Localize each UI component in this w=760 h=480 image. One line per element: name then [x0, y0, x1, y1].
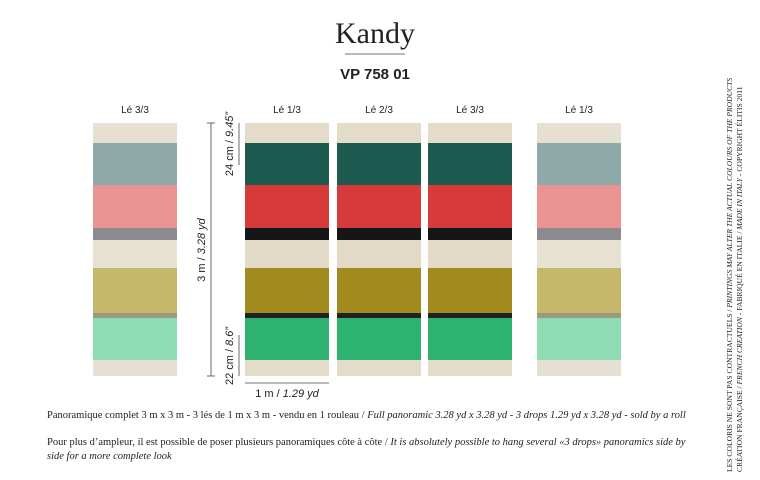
side-en: FRENCH CREATION: [735, 316, 744, 385]
stripe: [337, 240, 421, 268]
note-fr: Panoramique complet 3 m x 3 m - 3 lés de…: [47, 410, 367, 421]
stripe: [93, 360, 177, 376]
stripe: [337, 313, 421, 318]
stripe: [337, 268, 421, 313]
stripe: [245, 185, 329, 228]
metric: 22 cm /: [224, 346, 236, 385]
stripe: [537, 185, 621, 228]
panel-label: Lé 1/3: [565, 105, 593, 116]
side-text: LES COLORIS NE SONT PAS CONTRACTUELS / P…: [725, 78, 744, 472]
stripe: [93, 318, 177, 360]
stripe: [428, 268, 512, 313]
stripe: [537, 313, 621, 318]
stripe: [337, 123, 421, 143]
stripe: [428, 240, 512, 268]
stripe: [245, 360, 329, 376]
note-en: Full panoramic 3.28 yd x 3.28 yd - 3 dro…: [366, 410, 686, 421]
stripe: [537, 123, 621, 143]
side-en: MADE IN ITALY: [735, 177, 744, 230]
stripe: [537, 143, 621, 185]
panel-label: Lé 3/3: [456, 105, 484, 116]
stripe: [537, 228, 621, 240]
stripe: [245, 268, 329, 313]
imperial: 9.45”: [224, 111, 236, 137]
note-fr: Pour plus d’ampleur, il est possible de …: [47, 437, 390, 448]
side-en: PRINTINGS MAY ALTER THE ACTUAL COLOURS O…: [725, 78, 734, 309]
panel-label: Lé 2/3: [365, 105, 393, 116]
stripe: [337, 143, 421, 185]
stripe: [428, 318, 512, 360]
stripe: [245, 240, 329, 268]
stripe: [428, 185, 512, 228]
stripe: [245, 228, 329, 240]
metric: 1 m /: [255, 388, 283, 400]
stripe: [337, 228, 421, 240]
stripe: [245, 318, 329, 360]
stripe: [245, 143, 329, 185]
panel-label: Lé 1/3: [273, 105, 301, 116]
stripe: [537, 240, 621, 268]
side-fr: - FABRIQUÉ EN ITALIE /: [734, 230, 744, 317]
panel-label: Lé 3/3: [121, 105, 149, 116]
stripe: [428, 360, 512, 376]
width-label: 1 m / 1.29 yd: [255, 388, 319, 400]
note: Pour plus d’ampleur, il est possible de …: [47, 437, 686, 448]
stripe: [337, 185, 421, 228]
stripe: [93, 240, 177, 268]
imperial: 1.29 yd: [283, 388, 320, 400]
height-label: 3 m / 3.28 yd: [196, 217, 208, 281]
stripe: [93, 123, 177, 143]
side-line: LES COLORIS NE SONT PAS CONTRACTUELS / P…: [725, 78, 734, 472]
reference: VP 758 01: [340, 66, 410, 83]
stripe: [537, 268, 621, 313]
imperial: 8.6”: [224, 326, 236, 346]
note-en: side for a more complete look: [47, 451, 172, 462]
stripe: [337, 318, 421, 360]
stripe: [428, 143, 512, 185]
side-line: CRÉATION FRANÇAISE / FRENCH CREATION - F…: [734, 86, 744, 472]
panels: Lé 3/3 Lé 1/3 Lé 2/3 Lé 3/3 Lé 1/3: [93, 105, 621, 376]
stripe: [93, 268, 177, 313]
note: Panoramique complet 3 m x 3 m - 3 lés de…: [47, 410, 686, 421]
top-band-label: 24 cm / 9.45”: [224, 111, 236, 177]
metric: 3 m /: [196, 254, 208, 282]
metric: 24 cm /: [224, 137, 236, 176]
stripe: [428, 123, 512, 143]
side-fr: LES COLORIS NE SONT PAS CONTRACTUELS /: [725, 308, 734, 472]
stripe: [93, 228, 177, 240]
title: Kandy: [335, 17, 415, 50]
stripe: [245, 123, 329, 143]
bottom-band-label: 22 cm / 8.6”: [224, 326, 236, 385]
stripe: [93, 143, 177, 185]
stripe: [93, 313, 177, 318]
side-fr: - COPYRIGHT ÉLITIS 2011: [734, 86, 744, 178]
stripe: [428, 313, 512, 318]
side-fr: CRÉATION FRANÇAISE /: [734, 384, 744, 472]
note-en: It is absolutely possible to hang severa…: [389, 437, 685, 448]
imperial: 3.28 yd: [196, 217, 208, 254]
stripe: [537, 318, 621, 360]
notes: Panoramique complet 3 m x 3 m - 3 lés de…: [47, 410, 686, 462]
stripe: [537, 360, 621, 376]
stripe: [245, 313, 329, 318]
stripe: [337, 360, 421, 376]
stripe: [428, 228, 512, 240]
stripe: [93, 185, 177, 228]
